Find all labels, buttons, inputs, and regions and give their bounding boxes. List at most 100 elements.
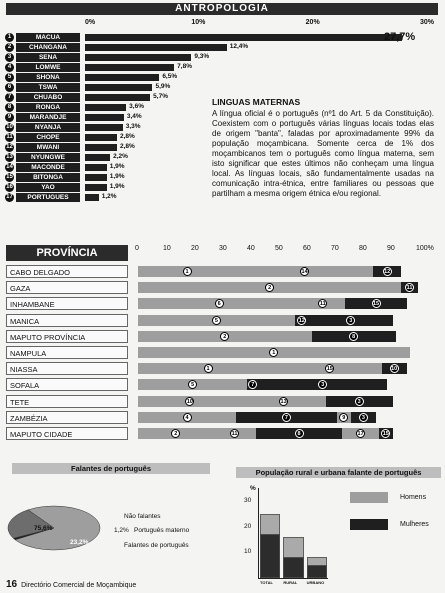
segment-label: 2 [265, 283, 275, 293]
segment-label: 2 [171, 429, 181, 438]
language-label: CHANGANA [16, 43, 80, 52]
footer: 16 Directório Comercial de Moçambique [6, 579, 136, 590]
value-label: 1,9% [109, 183, 125, 190]
segment-label: 15 [371, 299, 381, 309]
language-label: MACONDE [16, 163, 80, 172]
value-label: 3,6% [129, 103, 144, 110]
language-label: NYUNGWE [16, 153, 80, 162]
language-label: MACUA [16, 33, 80, 42]
rank-badge: 11 [5, 133, 14, 142]
segment-label: 15 [325, 364, 335, 374]
language-label: RONGA [16, 103, 80, 112]
article-heading: LINGUAS MATERNAS [212, 97, 301, 107]
pie-legend-label: Falantes de português [124, 542, 189, 549]
language-label: SENA [16, 53, 80, 62]
language-label: MWANI [16, 143, 80, 152]
section-title: ANTROPOLOGIA [175, 3, 269, 14]
y-axis [258, 488, 259, 578]
y-tick-label: 30 [244, 496, 252, 504]
segment-label: 14 [300, 267, 310, 276]
language-bar [85, 104, 127, 111]
footer-text: Directório Comercial de Moçambique [21, 582, 137, 589]
segment-label: 11 [405, 283, 415, 293]
x-tick-label: URBANO [306, 580, 325, 585]
language-bar [85, 54, 192, 61]
x-tick-label: RURAL [283, 580, 298, 585]
segment-label: 12 [382, 267, 392, 276]
province-label: CABO DELGADO [6, 265, 128, 278]
pie-title: Falantes de português [12, 463, 210, 474]
article-body: A língua oficial é o português (nº1 do A… [212, 109, 434, 198]
pie-value-label: 1,2% [114, 527, 129, 534]
pie-svg [7, 505, 101, 551]
language-bar [85, 34, 402, 41]
value-label: 27,7% [384, 31, 416, 43]
x-tick-label: 10 [163, 245, 171, 252]
x-tick-label: 20 [191, 245, 199, 252]
value-label: 12,4% [229, 43, 249, 50]
pie-legend-label: Português materno [134, 527, 190, 534]
x-tick-label: 70 [331, 245, 339, 252]
article-text: LINGUAS MATERNAS A língua oficial é o po… [212, 97, 434, 199]
rank-badge: 5 [5, 73, 14, 82]
rank-badge: 10 [5, 123, 14, 132]
pie-slice [14, 505, 101, 551]
x-tick-label: 50 [275, 245, 283, 252]
language-label: MARANDJE [16, 113, 80, 122]
series-bar [260, 534, 281, 578]
x-tick-label: 20% [305, 19, 320, 26]
language-bar [85, 94, 151, 101]
segment-label: 5 [188, 380, 198, 390]
language-label: NYANJA [16, 123, 80, 132]
x-tick-label: 40 [247, 245, 255, 252]
segment-label: 3 [346, 315, 356, 325]
y-tick-label: 10 [244, 548, 252, 556]
language-label: BITONGA [16, 173, 80, 182]
value-label: 2,8% [120, 133, 135, 140]
segment-label: 11 [318, 299, 328, 309]
legend-label: Mulheres [400, 521, 429, 528]
segment-label: 15 [381, 429, 391, 438]
language-bar [85, 84, 153, 91]
province-label: NIASSA [6, 362, 128, 376]
x-tick-label: 80 [359, 245, 367, 252]
language-bar [85, 144, 117, 151]
province-label: MAPUTO CIDADE [6, 427, 128, 440]
legend-swatch [350, 519, 388, 530]
rank-badge: 17 [5, 193, 14, 202]
series-bar [283, 557, 304, 578]
value-label: 5,9% [155, 83, 171, 90]
section-header: ANTROPOLOGIA [6, 3, 438, 15]
segment-label: 2 [220, 331, 230, 341]
segment-label: 9 [339, 412, 349, 422]
language-bar [85, 174, 107, 181]
province-label: NAMPULA [6, 346, 128, 359]
segment-label: 1 [203, 364, 213, 374]
rank-badge: 3 [5, 53, 14, 62]
segment-label: 4 [182, 412, 192, 422]
segment-label: 7 [281, 412, 291, 422]
province-label: GAZA [6, 281, 128, 295]
language-bar [85, 44, 227, 51]
province-header: PROVÍNCIA [6, 245, 128, 261]
rank-badge: 2 [5, 43, 14, 52]
language-bar [85, 134, 117, 141]
value-label: 2,2% [113, 153, 128, 160]
value-label: 1,9% [109, 173, 125, 180]
language-label: TSWA [16, 83, 80, 92]
pie-value-label: 75,6% [34, 525, 53, 532]
x-tick-label: TOTAL [260, 580, 273, 585]
language-label: SHONA [16, 73, 80, 82]
rank-badge: 14 [5, 163, 14, 172]
segment-label: 8 [349, 331, 359, 341]
province-label: MANICA [6, 313, 128, 327]
segment-label: 8 [294, 429, 304, 438]
language-bar [85, 114, 124, 121]
rank-badge: 7 [5, 93, 14, 102]
province-label: TETE [6, 394, 128, 408]
value-label: 7,8% [177, 63, 192, 70]
segment-label: 10 [389, 364, 399, 374]
pie-value-label: 23,2% [70, 539, 89, 546]
value-label: 3,4% [126, 113, 142, 120]
legend-swatch [350, 492, 388, 503]
